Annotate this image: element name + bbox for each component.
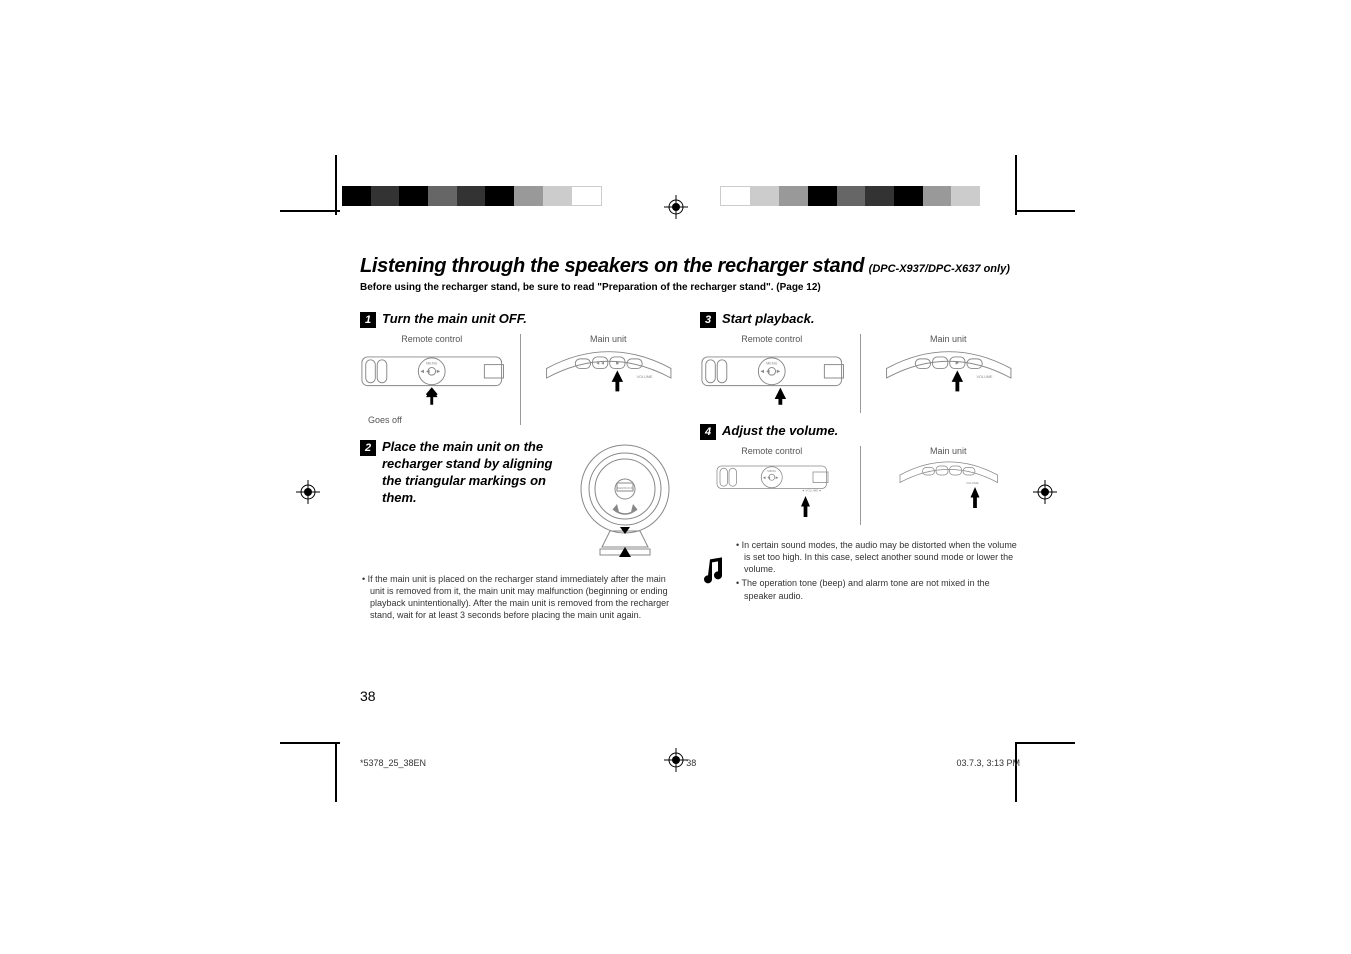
music-note-icon bbox=[700, 539, 728, 604]
step-number-badge: 2 bbox=[360, 440, 376, 456]
step-3-devices: Remote control MENU ◄◄ ► bbox=[700, 334, 1020, 413]
step-3-heading: 3 Start playback. bbox=[700, 311, 1020, 328]
footer-page: 38 bbox=[686, 758, 696, 768]
svg-text:■: ■ bbox=[615, 362, 618, 367]
svg-text:MENU: MENU bbox=[766, 362, 777, 366]
step-number-badge: 3 bbox=[700, 312, 716, 328]
step-2-heading: 2 Place the main unit on the recharger s… bbox=[360, 439, 560, 507]
crop-mark bbox=[280, 742, 340, 744]
right-column: 3 Start playback. Remote control MENU ◄◄… bbox=[700, 311, 1020, 622]
step-number-badge: 1 bbox=[360, 312, 376, 328]
step-1-devices: Remote control MENU ◄◄ ► Goe bbox=[360, 334, 680, 425]
page-subtitle: Before using the recharger stand, be sur… bbox=[360, 282, 1020, 293]
main-unit-label: Main unit bbox=[877, 334, 1021, 344]
print-color-bar bbox=[342, 186, 602, 206]
remote-label: Remote control bbox=[360, 334, 504, 344]
step-4-title: Adjust the volume. bbox=[722, 423, 838, 440]
svg-text:◄◄: ◄◄ bbox=[762, 475, 771, 480]
remote-control-diagram: MENU ◄◄ ► bbox=[700, 348, 844, 408]
crop-mark bbox=[335, 155, 337, 215]
left-column: 1 Turn the main unit OFF. Remote control… bbox=[360, 311, 680, 622]
remote-label: Remote control bbox=[700, 334, 844, 344]
remote-control-diagram: MENU ◄◄ ► ◄ VOLUME ► bbox=[700, 460, 844, 520]
remote-control-diagram: MENU ◄◄ ► bbox=[360, 348, 504, 408]
right-notes: • In certain sound modes, the audio may … bbox=[700, 539, 1020, 604]
registration-mark-icon bbox=[1033, 480, 1057, 504]
svg-text:◄◄: ◄◄ bbox=[419, 369, 430, 375]
divider bbox=[520, 334, 521, 425]
svg-text:MENU: MENU bbox=[767, 469, 776, 473]
svg-text:VOLUME: VOLUME bbox=[966, 481, 979, 485]
title-main: Listening through the speakers on the re… bbox=[360, 255, 864, 277]
crop-mark bbox=[1015, 155, 1017, 215]
svg-text:◄◄: ◄◄ bbox=[595, 362, 604, 367]
note-beep: • The operation tone (beep) and alarm to… bbox=[736, 577, 1020, 601]
svg-text:►: ► bbox=[775, 475, 779, 480]
svg-text:MENU: MENU bbox=[426, 362, 437, 366]
main-unit-label: Main unit bbox=[537, 334, 681, 344]
main-unit-diagram: ► VOLUME bbox=[877, 348, 1021, 408]
step-4-heading: 4 Adjust the volume. bbox=[700, 423, 1020, 440]
page-title: Listening through the speakers on the re… bbox=[360, 255, 1020, 278]
registration-mark-icon bbox=[296, 480, 320, 504]
step-1-heading: 1 Turn the main unit OFF. bbox=[360, 311, 680, 328]
crop-mark bbox=[1015, 742, 1017, 802]
step-2-row: 2 Place the main unit on the recharger s… bbox=[360, 439, 680, 559]
svg-text:KENWOOD: KENWOOD bbox=[617, 486, 634, 490]
main-unit-diagram: ◄◄ ■ VOLUME bbox=[537, 348, 681, 408]
page-number: 38 bbox=[360, 688, 376, 704]
footer-filename: *5378_25_38EN bbox=[360, 758, 426, 768]
step-3-title: Start playback. bbox=[722, 311, 815, 328]
remote-label: Remote control bbox=[700, 446, 844, 456]
divider bbox=[860, 446, 861, 525]
main-unit-diagram: VOLUME bbox=[877, 460, 1021, 520]
step-2-note: • If the main unit is placed on the rech… bbox=[360, 573, 680, 622]
svg-text:►: ► bbox=[436, 369, 442, 375]
step-1-title: Turn the main unit OFF. bbox=[382, 311, 527, 328]
step-number-badge: 4 bbox=[700, 424, 716, 440]
crop-mark bbox=[1015, 742, 1075, 744]
main-unit-label: Main unit bbox=[877, 446, 1021, 456]
title-models: (DPC-X937/DPC-X637 only) bbox=[869, 263, 1010, 275]
note-distortion: • In certain sound modes, the audio may … bbox=[736, 539, 1020, 575]
svg-text:VOLUME: VOLUME bbox=[636, 375, 653, 379]
crop-mark bbox=[335, 742, 337, 802]
page-content: Listening through the speakers on the re… bbox=[360, 255, 1020, 622]
goes-off-label: Goes off bbox=[368, 415, 504, 425]
svg-text:►: ► bbox=[954, 361, 960, 367]
crop-mark bbox=[1015, 210, 1075, 212]
registration-mark-icon bbox=[664, 195, 688, 219]
step-2-title: Place the main unit on the recharger sta… bbox=[382, 439, 560, 507]
crop-mark bbox=[280, 210, 340, 212]
svg-text:◄ VOLUME ►: ◄ VOLUME ► bbox=[802, 489, 822, 493]
divider bbox=[860, 334, 861, 413]
recharger-stand-diagram: KENWOOD bbox=[570, 439, 680, 559]
step-4-devices: Remote control MENU ◄◄ ► ◄ VOLUME ► bbox=[700, 446, 1020, 525]
footer-timestamp: 03.7.3, 3:13 PM bbox=[956, 758, 1020, 768]
svg-text:VOLUME: VOLUME bbox=[976, 375, 993, 379]
svg-text:►: ► bbox=[776, 369, 782, 375]
svg-text:◄◄: ◄◄ bbox=[759, 369, 770, 375]
print-footer: *5378_25_38EN 38 03.7.3, 3:13 PM bbox=[360, 758, 1020, 768]
print-color-bar bbox=[720, 186, 980, 206]
